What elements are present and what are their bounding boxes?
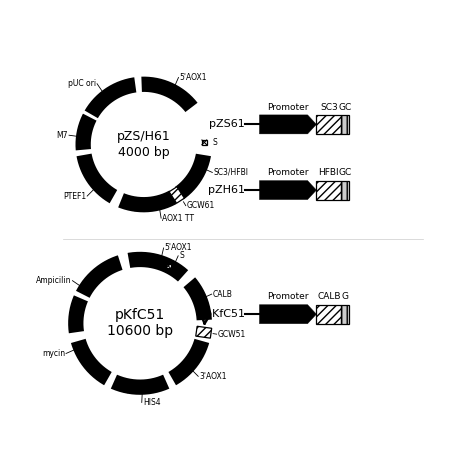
Text: Promoter: Promoter: [267, 292, 309, 301]
Text: GCW61: GCW61: [187, 201, 215, 210]
Text: pKfC51: pKfC51: [115, 308, 165, 322]
Text: HIS4: HIS4: [143, 398, 161, 407]
FancyArrow shape: [259, 115, 316, 134]
Text: HFBI: HFBI: [319, 168, 339, 177]
Bar: [202, 140, 207, 145]
Text: 5'AOX1: 5'AOX1: [164, 244, 192, 253]
Text: 3'AOX1: 3'AOX1: [199, 372, 227, 381]
Bar: [316, 115, 341, 134]
Text: GC: GC: [338, 168, 352, 177]
Text: AOX1 TT: AOX1 TT: [162, 214, 194, 223]
Text: Promoter: Promoter: [267, 103, 309, 112]
Text: SC3/HFBI: SC3/HFBI: [213, 168, 248, 177]
Text: S: S: [179, 251, 184, 260]
Text: 5'AOX1: 5'AOX1: [180, 73, 207, 82]
Bar: [341, 305, 349, 324]
Text: G: G: [342, 292, 348, 301]
Text: Promoter: Promoter: [267, 168, 309, 177]
Text: pZS/H61: pZS/H61: [117, 130, 171, 143]
Text: 4000 bp: 4000 bp: [118, 146, 170, 159]
Text: GC: GC: [338, 103, 352, 112]
Text: SC3: SC3: [320, 103, 338, 112]
Text: pZS61: pZS61: [209, 119, 245, 129]
Text: M7: M7: [56, 131, 68, 140]
Text: pZH61: pZH61: [208, 185, 245, 195]
Text: S: S: [213, 137, 218, 146]
Bar: [316, 305, 341, 324]
Text: CALB: CALB: [317, 292, 341, 301]
Text: GCW51: GCW51: [218, 329, 246, 338]
Text: 10600 bp: 10600 bp: [107, 324, 173, 338]
Polygon shape: [169, 187, 184, 203]
Polygon shape: [196, 326, 212, 338]
Text: pKfC51: pKfC51: [205, 309, 245, 319]
Bar: [341, 115, 349, 134]
FancyArrow shape: [259, 181, 316, 200]
Text: pUC ori: pUC ori: [68, 79, 96, 88]
Text: mycin: mycin: [42, 349, 65, 358]
Text: CALB: CALB: [213, 290, 233, 299]
Bar: [166, 264, 171, 268]
FancyArrow shape: [259, 305, 316, 324]
Bar: [316, 181, 341, 200]
Text: Ampicilin: Ampicilin: [36, 276, 72, 285]
Text: PTEF1: PTEF1: [63, 191, 86, 201]
Bar: [341, 181, 349, 200]
